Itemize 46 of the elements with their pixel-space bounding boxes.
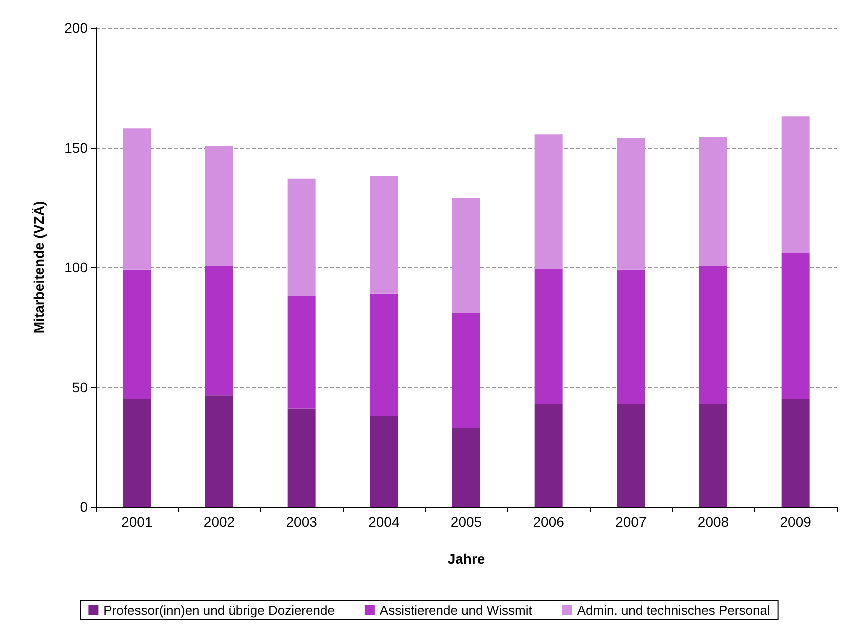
y-tick-label: 200 xyxy=(64,20,88,36)
bar xyxy=(534,404,563,507)
x-tick-label: 2002 xyxy=(204,514,236,530)
bar xyxy=(534,134,563,269)
legend-label: Admin. und technisches Personal xyxy=(577,603,770,618)
bar xyxy=(288,178,316,296)
legend-label: Professor(inn)en und übrige Dozierende xyxy=(104,603,335,618)
bar xyxy=(700,404,728,507)
x-tick-label: 2006 xyxy=(533,514,565,530)
bar xyxy=(617,404,646,507)
bar xyxy=(123,128,152,270)
y-tick-label: 50 xyxy=(72,379,88,396)
bar xyxy=(452,198,480,314)
bar xyxy=(452,428,480,507)
bar xyxy=(534,268,563,404)
x-tick-label: 2003 xyxy=(286,514,318,530)
bar xyxy=(288,296,316,409)
y-tick-label: 100 xyxy=(64,260,88,276)
x-axis-title: Jahre xyxy=(448,551,486,567)
y-tick-label: 150 xyxy=(64,140,88,156)
x-tick-label: 2007 xyxy=(616,514,647,530)
bar xyxy=(206,266,234,396)
bar xyxy=(370,416,398,507)
bar xyxy=(782,399,810,507)
x-tick-label: 2001 xyxy=(122,514,153,530)
x-tick-label: 2008 xyxy=(698,514,730,530)
bar xyxy=(700,136,728,266)
x-tick-label: 2004 xyxy=(368,514,400,530)
bar xyxy=(617,270,646,404)
bar xyxy=(123,399,152,507)
bar xyxy=(370,294,398,416)
x-tick-label: 2005 xyxy=(450,514,482,530)
bar xyxy=(452,313,480,428)
bar xyxy=(782,253,810,400)
bar xyxy=(288,408,316,507)
y-tick-label: 0 xyxy=(80,499,88,515)
bar xyxy=(617,138,646,270)
bar xyxy=(206,396,234,507)
bar xyxy=(370,176,398,294)
bar xyxy=(700,266,728,404)
y-axis-title: Mitarbeitende (VZÄ) xyxy=(31,201,47,334)
bar xyxy=(206,146,234,266)
bar xyxy=(782,116,810,254)
legend-label: Assistierende und Wissmit xyxy=(380,603,533,618)
x-tick-label: 2009 xyxy=(780,514,812,530)
bar xyxy=(123,270,152,400)
